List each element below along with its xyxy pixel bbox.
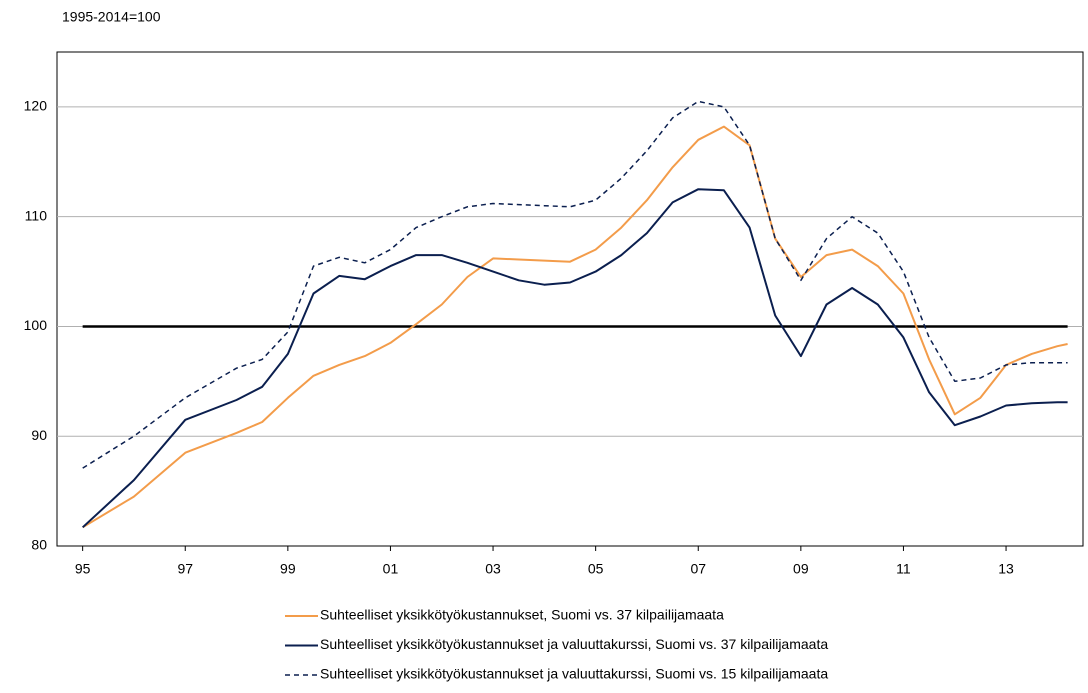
plot-frame	[56, 51, 1084, 547]
x-tick-label: 95	[75, 561, 91, 577]
x-tick-label: 13	[998, 561, 1014, 577]
legend-label: Suhteelliset yksikkötyökustannukset ja v…	[320, 666, 828, 682]
y-tick-label: 110	[25, 207, 48, 223]
x-tick-label: 11	[896, 561, 911, 577]
series-line	[82, 188, 1068, 529]
x-tick-label: 99	[280, 561, 296, 577]
series-line	[82, 125, 1068, 529]
y-tick-label: 80	[31, 537, 47, 553]
y-tick-label: 90	[31, 427, 47, 443]
x-tick-label: 09	[793, 561, 809, 577]
y-tick-label: 100	[24, 317, 48, 333]
x-tick-label: 03	[485, 561, 501, 577]
x-tick-label: 97	[177, 561, 193, 577]
x-tick-label: 05	[588, 561, 604, 577]
x-tick-label: 01	[383, 561, 399, 577]
series-line	[82, 100, 1068, 469]
y-unit-label: 1995-2014=100	[62, 9, 161, 25]
legend-label: Suhteelliset yksikkötyökustannukset ja v…	[320, 636, 828, 652]
legend-label: Suhteelliset yksikkötyökustannukset, Suo…	[320, 607, 724, 623]
x-tick-label: 07	[690, 561, 706, 577]
y-tick-label: 120	[24, 98, 48, 114]
